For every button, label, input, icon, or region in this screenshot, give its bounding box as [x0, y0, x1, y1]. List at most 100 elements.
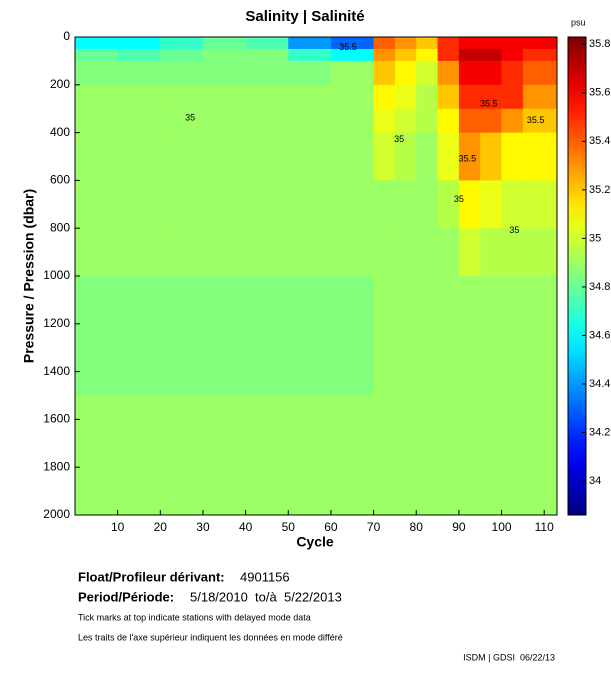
colorbar-label: psu: [571, 17, 586, 27]
heatmap-cell: [480, 48, 503, 62]
heatmap-cell: [330, 395, 375, 516]
heatmap-cell: [75, 108, 119, 134]
heatmap-cell: [373, 37, 396, 50]
heatmap-cell: [501, 395, 524, 516]
heatmap-cell: [202, 395, 247, 516]
x-tick-label: 80: [410, 520, 424, 534]
heatmap-cell: [373, 180, 396, 229]
heatmap-cell: [330, 48, 375, 62]
colorbar-tick-label: 34.2: [589, 426, 610, 438]
heatmap-cell: [501, 37, 524, 50]
heatmap-cell: [501, 108, 524, 134]
heatmap-cell: [437, 48, 460, 62]
heatmap-cell: [202, 132, 247, 181]
heatmap-cell: [480, 323, 503, 396]
heatmap-cell: [458, 323, 481, 396]
heatmap-cell: [75, 180, 119, 229]
heatmap-cell: [330, 276, 375, 325]
heatmap-cell: [202, 228, 247, 277]
heatmap-cell: [437, 228, 460, 277]
heatmap-cell: [288, 395, 332, 516]
x-tick-label: 70: [367, 520, 381, 534]
heatmap-cell: [501, 60, 524, 86]
heatmap-cell: [458, 276, 481, 325]
heatmap-cell: [75, 37, 119, 50]
heatmap-cell: [160, 108, 204, 134]
heatmap-cell: [160, 132, 204, 181]
colorbar-tick-label: 34.6: [589, 329, 610, 341]
period: 5/18/2010 to/à 5/22/2013: [190, 589, 342, 604]
heatmap-cell: [160, 84, 204, 110]
heatmap-cell: [437, 60, 460, 86]
heatmap-cell: [416, 84, 439, 110]
period-label: Period/Période:: [78, 589, 174, 604]
heatmap-cell: [202, 48, 247, 62]
heatmap-cell: [480, 228, 503, 277]
heatmap-cell: [437, 108, 460, 134]
y-tick-label: 200: [50, 77, 70, 91]
y-tick-label: 1400: [43, 364, 70, 378]
heatmap-cell: [501, 276, 524, 325]
heatmap-cell: [288, 323, 332, 396]
heatmap-cell: [117, 132, 161, 181]
heatmap-cell: [288, 228, 332, 277]
heatmap-cell: [75, 132, 119, 181]
contour-label: 35: [509, 225, 519, 235]
heatmap-cell: [416, 108, 439, 134]
heatmap-cell: [458, 228, 481, 277]
credit: ISDM | GDSI 06/22/13: [463, 652, 555, 662]
heatmap-cell: [458, 180, 481, 229]
heatmap-cell: [288, 180, 332, 229]
heatmap-cell: [373, 323, 396, 396]
heatmap-cell: [117, 37, 161, 50]
heatmap-cell: [458, 84, 481, 110]
heatmap-cell: [373, 60, 396, 86]
heatmap-cell: [437, 37, 460, 50]
heatmap-cell: [202, 84, 247, 110]
heatmap-cell: [394, 84, 417, 110]
y-tick-label: 0: [63, 29, 70, 43]
heatmap-cell: [202, 276, 247, 325]
heatmap-cell: [160, 395, 204, 516]
y-axis-label: Pressure / Pression (dbar): [21, 189, 37, 363]
heatmap-cell: [288, 60, 332, 86]
heatmap-cell: [394, 48, 417, 62]
heatmap-cell: [117, 228, 161, 277]
heatmap-cell: [437, 180, 460, 229]
heatmap-cell: [416, 132, 439, 181]
heatmap-cell: [75, 48, 119, 62]
heatmap-cell: [160, 228, 204, 277]
heatmap-cell: [458, 37, 481, 50]
heatmap-cell: [458, 108, 481, 134]
chart-title: Salinity | Salinité: [245, 8, 364, 25]
heatmap-cell: [480, 37, 503, 50]
heatmap-cell: [522, 323, 558, 396]
heatmap-cell: [437, 132, 460, 181]
heatmap-cell: [202, 37, 247, 50]
colorbar-tick-label: 34: [589, 475, 601, 487]
heatmap-cell: [373, 84, 396, 110]
heatmap-cell: [522, 228, 558, 277]
colorbar-tick-label: 35.2: [589, 184, 610, 196]
heatmap-cell: [288, 48, 332, 62]
heatmap-cell: [117, 323, 161, 396]
float-id: 4901156: [240, 569, 290, 584]
y-tick-label: 800: [50, 220, 70, 234]
heatmap-cell: [522, 84, 558, 110]
heatmap-cell: [330, 180, 375, 229]
heatmap-cell: [458, 48, 481, 62]
heatmap-cell: [330, 323, 375, 396]
heatmap-cell: [245, 323, 289, 396]
heatmap-cell: [522, 395, 558, 516]
heatmap-cell: [75, 323, 119, 396]
heatmap-cell: [416, 228, 439, 277]
heatmap-cell: [501, 132, 524, 181]
heatmap-cell: [202, 180, 247, 229]
heatmap-cell: [373, 48, 396, 62]
heatmap-cell: [202, 323, 247, 396]
note-fr: Les traits de l'axe supérieur indiquent …: [78, 632, 343, 642]
heatmap-cell: [416, 48, 439, 62]
y-tick-label: 400: [50, 125, 70, 139]
heatmap-cell: [416, 276, 439, 325]
heatmap-cell: [117, 180, 161, 229]
